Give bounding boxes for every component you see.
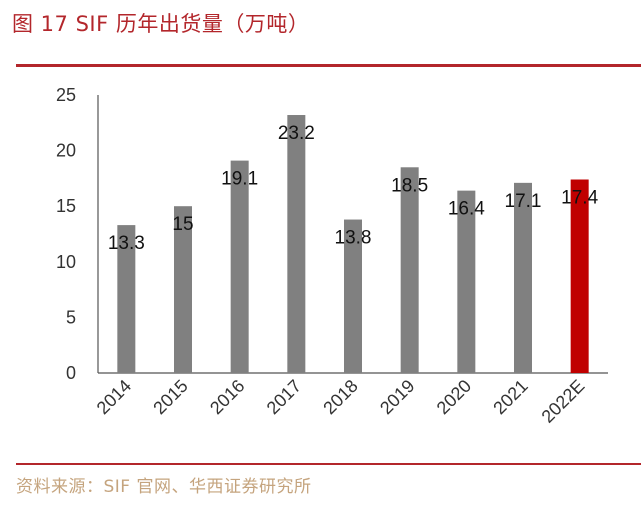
x-tick-label: 2015 [149, 376, 191, 418]
bar-2020 [457, 190, 476, 373]
x-tick-label: 2021 [489, 376, 531, 418]
x-tick-label: 2020 [433, 376, 475, 418]
chart-title: 图 17 SIF 历年出货量（万吨） [12, 12, 310, 36]
y-tick-label: 15 [56, 196, 76, 216]
x-tick-label: 2018 [319, 376, 361, 418]
source-note: 资料来源：SIF 官网、华西证券研究所 [16, 477, 312, 497]
y-tick-label: 0 [66, 363, 76, 383]
footer-divider [16, 463, 641, 465]
bar-2017 [287, 115, 306, 374]
bar-2018 [344, 219, 362, 373]
x-tick-label: 2014 [93, 376, 135, 418]
y-tick-label: 10 [56, 252, 76, 272]
data-label-2021: 17.1 [505, 191, 542, 212]
y-tick-label: 20 [56, 141, 76, 161]
data-label-2017: 23.2 [278, 123, 315, 144]
x-tick-label: 2019 [376, 376, 418, 418]
data-label-2019: 18.5 [391, 175, 428, 196]
data-label-2018: 13.8 [335, 228, 372, 249]
bar-2021 [514, 182, 532, 373]
x-tick-label: 2017 [263, 376, 305, 418]
bar-2014 [117, 225, 136, 373]
x-tick-label: 2022E [538, 376, 589, 427]
y-tick-label: 25 [56, 85, 76, 105]
data-label-2015: 15 [172, 214, 193, 235]
bar-2016 [230, 160, 249, 373]
bar-2019 [400, 167, 419, 373]
bar-2015 [174, 206, 192, 373]
y-tick-label: 5 [66, 307, 76, 327]
data-label-2014: 13.3 [108, 233, 145, 254]
bar-2022E [570, 179, 589, 373]
x-tick-label: 2016 [206, 376, 248, 418]
data-label-2020: 16.4 [448, 199, 485, 220]
data-label-2022E: 17.4 [561, 188, 598, 209]
title-divider [16, 64, 641, 67]
data-label-2016: 19.1 [221, 169, 258, 190]
